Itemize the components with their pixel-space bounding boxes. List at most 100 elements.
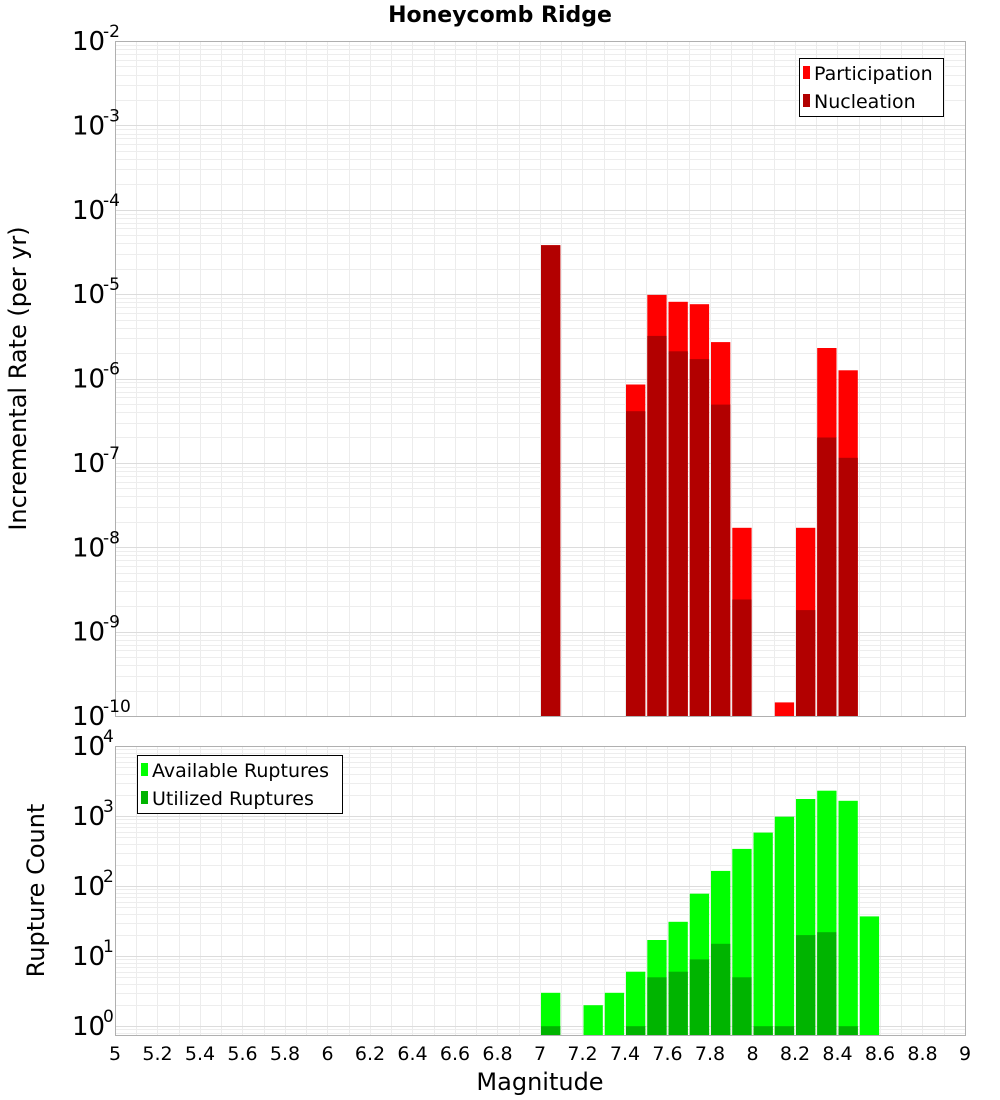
- x-tick-label: 8.6: [865, 1043, 895, 1065]
- bar-available-ruptures: [753, 832, 773, 1035]
- y-tick-base: 10: [72, 702, 105, 732]
- y-tick-exponent: 1: [103, 937, 114, 957]
- y-tick-base: 10: [72, 280, 105, 310]
- x-tick-label: 6.4: [397, 1043, 427, 1065]
- x-tick-label: 8.4: [822, 1043, 852, 1065]
- bar-utilized-ruptures: [817, 932, 837, 1035]
- bar-nucleation: [689, 359, 710, 716]
- bar-available-ruptures: [838, 800, 858, 1035]
- y-tick-base: 10: [72, 533, 105, 563]
- y-tick-label: 10-6: [72, 360, 120, 395]
- chart-title: Honeycomb Ridge: [388, 3, 612, 28]
- bar-nucleation: [541, 245, 561, 716]
- y-tick-label: 100: [72, 1007, 114, 1042]
- y-tick-exponent: -10: [103, 697, 131, 717]
- bar-nucleation: [647, 335, 667, 716]
- y-tick-label: 103: [72, 797, 114, 832]
- y-tick-label: 10-7: [72, 444, 120, 479]
- y-tick-base: 10: [72, 449, 105, 479]
- legend-swatch: [803, 94, 810, 107]
- bar-available-ruptures: [774, 816, 795, 1035]
- x-tick-label: 7: [534, 1043, 546, 1065]
- y-tick-label: 10-2: [72, 22, 120, 57]
- x-tick-label: 5.2: [142, 1043, 172, 1065]
- y-tick-base: 10: [72, 111, 105, 141]
- bar-available-ruptures: [583, 1005, 603, 1035]
- y-tick-exponent: -4: [103, 191, 120, 211]
- legend-label: Utilized Ruptures: [152, 788, 314, 810]
- y-tick-exponent: -6: [103, 360, 120, 380]
- x-tick-label: 5.8: [270, 1043, 300, 1065]
- legend-box: [137, 755, 343, 814]
- legend-swatch: [803, 66, 810, 79]
- x-tick-label: 6.2: [355, 1043, 385, 1065]
- bar-nucleation: [796, 610, 816, 716]
- y-tick-exponent: -3: [103, 106, 120, 126]
- x-tick-label: 5: [109, 1043, 121, 1065]
- y-tick-base: 10: [72, 872, 105, 902]
- y-tick-base: 10: [72, 196, 105, 226]
- bar-nucleation: [817, 437, 837, 716]
- x-tick-label: 8.8: [907, 1043, 937, 1065]
- bar-nucleation: [711, 404, 731, 716]
- y-tick-label: 10-8: [72, 528, 120, 563]
- y-tick-label: 10-4: [72, 191, 120, 226]
- bar-available-ruptures: [604, 992, 625, 1035]
- bottom-grid: [115, 746, 966, 1035]
- bar-utilized-ruptures: [689, 959, 710, 1035]
- x-tick-label: 8.2: [780, 1043, 810, 1065]
- legend-label: Available Ruptures: [152, 760, 329, 782]
- y-tick-label: 10-10: [72, 697, 131, 732]
- y-tick-exponent: -8: [103, 528, 120, 548]
- incremental-rate-panel: 10-210-310-410-510-610-710-810-910-10 In…: [4, 22, 966, 732]
- bar-utilized-ruptures: [732, 977, 752, 1035]
- x-tick-label: 9: [959, 1043, 971, 1065]
- y-tick-label: 104: [72, 727, 114, 762]
- legend-label: Nucleation: [814, 91, 916, 113]
- legend-box: [799, 58, 944, 117]
- legend-swatch: [141, 763, 148, 776]
- bar-available-ruptures: [541, 992, 561, 1035]
- y-tick-exponent: 4: [103, 727, 114, 747]
- x-tick-label: 7.8: [695, 1043, 725, 1065]
- x-tick-label: 8: [746, 1043, 758, 1065]
- legend-swatch: [141, 791, 148, 804]
- y-tick-exponent: -9: [103, 613, 120, 633]
- bar-utilized-ruptures: [668, 971, 688, 1035]
- x-tick-label: 6.6: [440, 1043, 470, 1065]
- x-axis-ticks: 5 5.2 5.4 5.6 5.8 6 6.2 6.4 6.6 6.8 7 7.2 7.4 7.6 7.8 8…: [109, 1043, 971, 1065]
- bar-nucleation: [732, 599, 752, 716]
- legend-label: Participation: [814, 63, 933, 85]
- y-tick-base: 10: [72, 1012, 105, 1042]
- y-tick-base: 10: [72, 618, 105, 648]
- y-tick-label: 101: [72, 937, 114, 972]
- bar-utilized-ruptures: [838, 1026, 858, 1035]
- x-tick-label: 5.6: [227, 1043, 257, 1065]
- y-tick-label: 10-5: [72, 275, 120, 310]
- bar-utilized-ruptures: [647, 977, 667, 1035]
- top-plot-frame: [115, 41, 966, 717]
- x-tick-label: 6.8: [482, 1043, 512, 1065]
- y-tick-label: 102: [72, 867, 114, 902]
- bar-available-ruptures: [626, 971, 646, 1035]
- y-tick-exponent: -2: [103, 22, 120, 42]
- x-tick-label: 5.4: [185, 1043, 215, 1065]
- top-y-ticks: 10-210-310-410-510-610-710-810-910-10: [72, 22, 131, 732]
- y-tick-base: 10: [72, 802, 105, 832]
- bottom-bars: [541, 790, 880, 1035]
- y-tick-label: 10-9: [72, 613, 120, 648]
- bar-nucleation: [668, 351, 688, 716]
- y-tick-exponent: -5: [103, 275, 120, 295]
- bottom-plot-frame: [115, 746, 966, 1036]
- bar-utilized-ruptures: [711, 943, 731, 1035]
- y-tick-base: 10: [72, 942, 105, 972]
- bar-nucleation: [838, 457, 858, 716]
- top-bars: [541, 245, 858, 716]
- y-tick-base: 10: [72, 27, 105, 57]
- top-grid: [115, 41, 966, 717]
- bottom-y-axis-label: Rupture Count: [22, 804, 50, 978]
- y-tick-base: 10: [72, 732, 105, 762]
